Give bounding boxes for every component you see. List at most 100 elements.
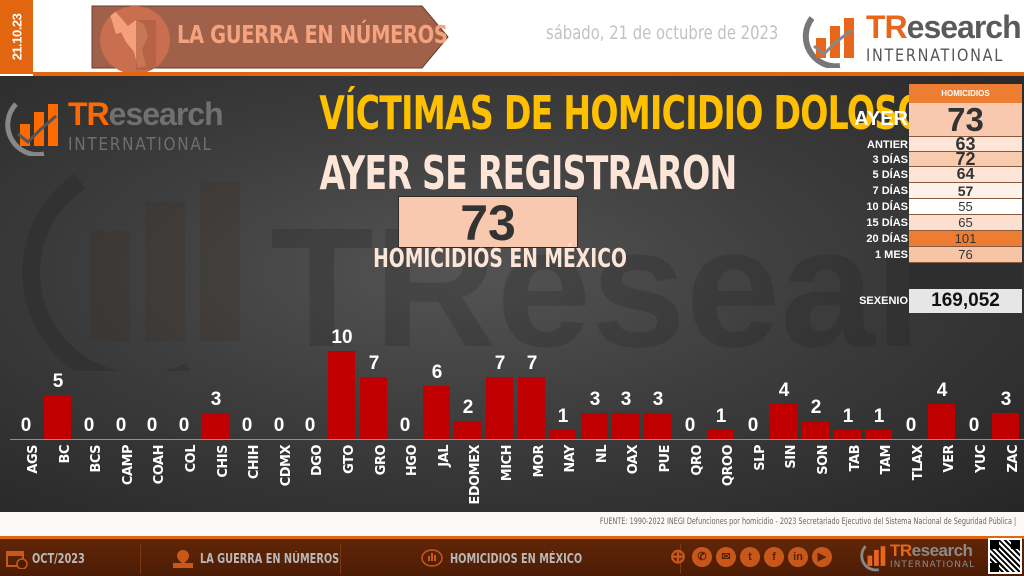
category-label: MICH xyxy=(486,443,517,512)
bar-rect xyxy=(581,413,608,439)
footer-divider xyxy=(140,544,141,574)
chart-bubble-icon xyxy=(421,549,443,567)
bar-edomex: 2 xyxy=(454,397,485,439)
whatsapp-icon[interactable]: ✆ xyxy=(692,547,712,567)
summary-row-15-dias: 15 DÍAS 65 xyxy=(840,215,1024,231)
qr-code[interactable] xyxy=(988,538,1022,574)
summary-row-sexenio: SEXENIO 169,052 xyxy=(840,289,1024,313)
bar-sin: 4 xyxy=(770,380,801,439)
bar-rect xyxy=(486,377,513,439)
bar-value-label: 1 xyxy=(873,406,885,427)
category-text: MICH xyxy=(500,445,515,482)
summary-value: 65 xyxy=(909,215,1022,231)
category-text: AGS xyxy=(26,445,41,474)
footer-item-section[interactable]: LA GUERRA EN NÚMEROS xyxy=(172,548,386,570)
category-text: SIN xyxy=(784,445,799,469)
category-label: JAL xyxy=(423,443,454,512)
summary-row-antier: ANTIER 63 xyxy=(840,135,1024,153)
bar-chis: 3 xyxy=(202,389,233,439)
map-pin-icon xyxy=(173,550,193,568)
social-links: ⊕ ✆ ✉ t f in ▶ xyxy=(668,547,832,567)
header-divider xyxy=(33,72,1024,76)
category-label: SIN xyxy=(770,443,801,512)
bar-rect xyxy=(549,430,576,439)
bar-qroo: 1 xyxy=(707,406,738,439)
bar-value-label: 0 xyxy=(684,415,696,436)
bar-rect xyxy=(44,395,71,439)
category-text: PUE xyxy=(658,445,673,473)
facebook-icon[interactable]: f xyxy=(764,547,784,567)
category-label: NL xyxy=(581,443,612,512)
date-code: 21.10.23 xyxy=(9,13,24,61)
category-text: QROO xyxy=(721,445,736,487)
bar-value-label: 0 xyxy=(115,415,127,436)
bar-value-label: 6 xyxy=(431,362,443,383)
bar-gto: 10 xyxy=(328,327,359,439)
bar-value-label: 2 xyxy=(462,397,474,418)
category-label: SON xyxy=(802,443,833,512)
bar-value-label: 2 xyxy=(810,397,822,418)
summary-label: AYER xyxy=(854,108,908,130)
summary-header: HOMICIDIOS xyxy=(909,84,1022,103)
summary-row-5-dias: 5 DÍAS 64 xyxy=(840,167,1024,183)
category-text: OAX xyxy=(626,445,641,475)
main-panel: TResearch TResearch INTERNATIONAL VÍCTIM… xyxy=(0,76,1024,512)
bar-jal: 6 xyxy=(423,362,454,439)
bar-value-label: 0 xyxy=(747,415,759,436)
category-text: BC xyxy=(58,445,73,464)
category-label: CHIS xyxy=(202,443,233,512)
summary-spacer xyxy=(909,263,1022,289)
bar-rect xyxy=(865,430,892,439)
email-icon[interactable]: ✉ xyxy=(716,547,736,567)
summary-label: 1 MES xyxy=(874,249,908,261)
footer: OCT/2023 LA GUERRA EN NÚMEROS HOMICIDIOS… xyxy=(0,536,1024,576)
logo-research: esearch xyxy=(911,541,973,560)
category-label: TAB xyxy=(834,443,865,512)
category-text: COL xyxy=(184,445,199,473)
category-label: BC xyxy=(44,443,75,512)
summary-value: 64 xyxy=(909,167,1022,183)
category-text: NL xyxy=(595,445,610,464)
logo-research: esearch xyxy=(108,96,224,132)
bar-value-label: 1 xyxy=(842,406,854,427)
bar-mor: 7 xyxy=(518,353,549,439)
category-label: ZAC xyxy=(992,443,1023,512)
bar-value-label: 3 xyxy=(652,389,664,410)
banner-arrow-shape xyxy=(91,5,449,69)
category-label: VER xyxy=(928,443,959,512)
category-label: COL xyxy=(170,443,201,512)
category-label: BCS xyxy=(75,443,106,512)
summary-value: 76 xyxy=(909,247,1022,263)
summary-row-1-mes: 1 MES 76 xyxy=(840,247,1024,263)
bar-value-label: 0 xyxy=(146,415,158,436)
category-text: SON xyxy=(816,445,831,475)
category-text: GTO xyxy=(342,445,357,474)
globe-icon[interactable]: ⊕ xyxy=(669,546,687,568)
linkedin-icon[interactable]: in xyxy=(788,547,808,567)
category-text: ZAC xyxy=(1006,445,1021,473)
category-label: CDMX xyxy=(265,443,296,512)
category-text: HGO xyxy=(405,445,420,477)
logo-tr: TR xyxy=(890,541,912,560)
category-text: MOR xyxy=(532,445,547,478)
bar-rect xyxy=(360,377,387,439)
footer-item-topic[interactable]: HOMICIDIOS EN MÉXICO xyxy=(420,548,626,570)
bar-value-label: 0 xyxy=(304,415,316,436)
youtube-icon[interactable]: ▶ xyxy=(812,547,832,567)
top-header: 21.10.23 LA GUERRA EN NÚMEROS sábado, 21… xyxy=(0,0,1024,76)
source-text: FUENTE: 1990-2022 INEGI Defunciones por … xyxy=(599,517,1016,527)
footer-item-date[interactable]: OCT/2023 xyxy=(6,548,102,570)
bar-value-label: 0 xyxy=(83,415,95,436)
logo-international: INTERNATIONAL xyxy=(890,560,976,570)
bar-rect xyxy=(612,413,639,439)
bar-rect xyxy=(454,421,481,439)
bar-value-label: 3 xyxy=(210,389,222,410)
bar-value-label: 7 xyxy=(494,353,506,374)
bar-rect xyxy=(770,404,797,439)
twitter-icon[interactable]: t xyxy=(740,547,760,567)
total-homicides-box: 73 xyxy=(398,196,578,249)
bar-son: 2 xyxy=(802,397,833,439)
summary-label: 3 DÍAS xyxy=(872,154,908,166)
bar-value-label: 0 xyxy=(178,415,190,436)
bar-pue: 3 xyxy=(644,389,675,439)
